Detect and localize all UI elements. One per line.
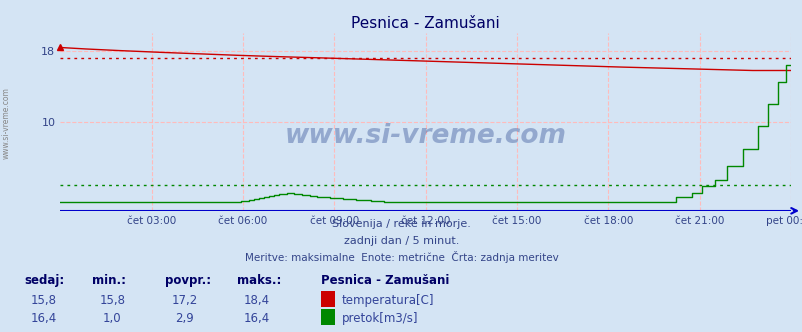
Text: Pesnica - Zamušani: Pesnica - Zamušani [321, 274, 449, 287]
Text: www.si-vreme.com: www.si-vreme.com [284, 123, 566, 149]
Text: maks.:: maks.: [237, 274, 281, 287]
Text: min.:: min.: [92, 274, 126, 287]
Text: 1,0: 1,0 [103, 312, 122, 325]
Text: sedaj:: sedaj: [24, 274, 64, 287]
Text: 16,4: 16,4 [31, 312, 57, 325]
Text: Slovenija / reke in morje.: Slovenija / reke in morje. [332, 219, 470, 229]
Text: www.si-vreme.com: www.si-vreme.com [2, 87, 11, 159]
Text: zadnji dan / 5 minut.: zadnji dan / 5 minut. [343, 236, 459, 246]
Title: Pesnica - Zamušani: Pesnica - Zamušani [350, 16, 500, 31]
Text: 2,9: 2,9 [175, 312, 194, 325]
Text: povpr.:: povpr.: [164, 274, 210, 287]
Text: pretok[m3/s]: pretok[m3/s] [342, 312, 418, 325]
Text: temperatura[C]: temperatura[C] [342, 294, 434, 307]
Text: 15,8: 15,8 [31, 294, 57, 307]
Text: 15,8: 15,8 [99, 294, 125, 307]
Text: 17,2: 17,2 [172, 294, 197, 307]
Text: Meritve: maksimalne  Enote: metrične  Črta: zadnja meritev: Meritve: maksimalne Enote: metrične Črta… [245, 251, 557, 263]
Text: 18,4: 18,4 [244, 294, 269, 307]
Text: 16,4: 16,4 [244, 312, 269, 325]
